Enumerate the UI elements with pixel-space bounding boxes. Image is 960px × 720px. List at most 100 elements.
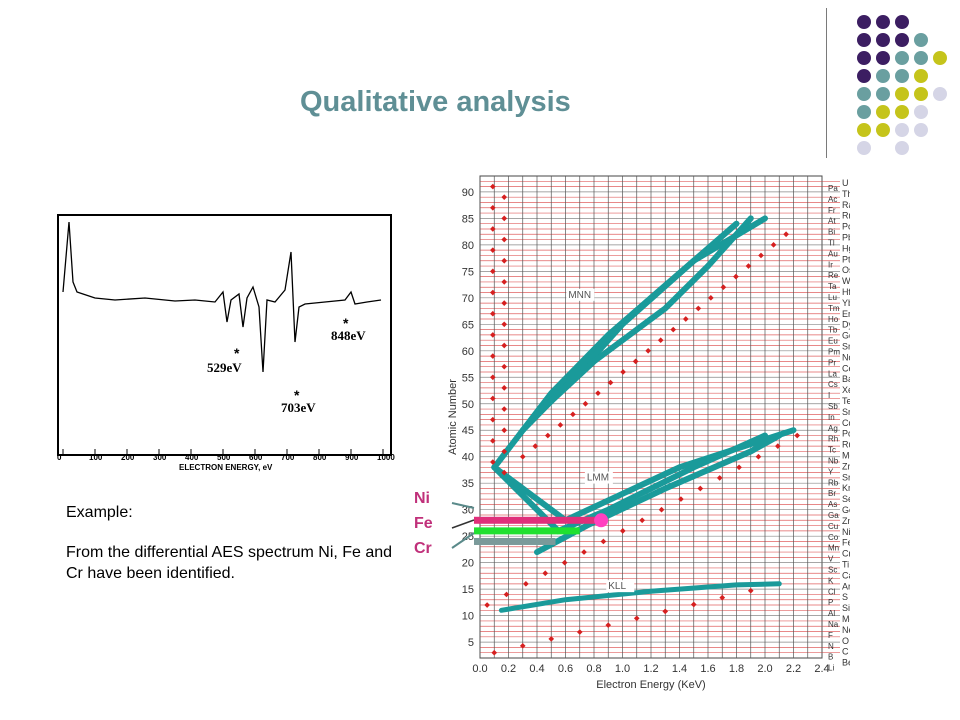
element-label-right: Ar	[842, 581, 850, 591]
element-label-right: Mg	[842, 614, 850, 624]
element-label-left: Y	[828, 467, 834, 476]
spectrum-tick-label: 800	[313, 453, 327, 462]
lmm-marker	[794, 432, 801, 439]
element-label-left: Ho	[828, 315, 839, 324]
y-tick-label: 65	[462, 319, 474, 331]
slide-title: Qualitative analysis	[300, 86, 571, 118]
spectrum-x-label: ELECTRON ENERGY, eV	[179, 463, 273, 472]
mnn-marker	[758, 252, 764, 259]
x-tick-label: 0.0	[472, 663, 487, 675]
element-label-right: Pb	[842, 233, 850, 243]
decor-dot	[895, 141, 909, 155]
lmm-marker	[581, 549, 587, 555]
element-label-left: B	[828, 653, 833, 662]
decor-dot	[876, 69, 890, 83]
peak-marker: *	[294, 387, 300, 403]
element-label-left: Sb	[828, 402, 838, 411]
element-label-right: Fe	[842, 538, 850, 548]
peak-label-703: 703eV	[281, 400, 316, 415]
lmm-marker	[503, 591, 510, 598]
element-label-left: Ga	[828, 511, 839, 520]
element-label-right: Gd	[842, 331, 850, 341]
x-tick-label: 1.0	[615, 663, 630, 675]
peak-marker: *	[343, 315, 349, 331]
element-label-right: Ne	[842, 625, 850, 635]
series-label-bg	[566, 288, 595, 301]
decor-dot	[895, 51, 909, 65]
element-label-right: Th	[842, 189, 850, 199]
decor-dot	[914, 105, 928, 119]
lmm-marker	[755, 453, 762, 460]
spectrum-tick-label: 700	[281, 453, 295, 462]
pointer-line	[451, 519, 475, 529]
kll-marker	[690, 601, 697, 608]
element-label-right: Zn	[842, 516, 850, 526]
decor-dot	[895, 15, 909, 29]
mnn-marker	[708, 294, 714, 301]
mnn-marker	[695, 305, 702, 312]
lmm-band	[534, 432, 783, 556]
element-label-left: Al	[828, 609, 835, 618]
element-label-right: Ti	[842, 560, 849, 570]
element-label-left: V	[828, 555, 834, 564]
decor-dot	[895, 33, 909, 47]
element-label-left: Fr	[828, 206, 836, 215]
mnn-marker	[770, 242, 777, 248]
element-label-right: Ge	[842, 505, 850, 515]
y-tick-label: 35	[462, 478, 474, 490]
mnn-marker	[645, 347, 651, 354]
low-energy-marker	[501, 406, 508, 412]
element-label-left: At	[828, 217, 836, 226]
element-label-left: Re	[828, 271, 839, 280]
mnn-band	[534, 215, 754, 418]
aes-spectrum-figure: 0 100 200 300 400 500 600 700 800 900 1000 529eV 7…	[57, 214, 395, 472]
kll-marker	[633, 615, 640, 622]
element-label-left: Cl	[828, 587, 836, 596]
element-label-left: Tl	[828, 239, 835, 248]
highlight-dot-ni	[594, 513, 609, 528]
lmm-marker	[697, 485, 704, 492]
spectrum-tick-label: 400	[185, 453, 199, 462]
element-label-right: Sr	[842, 472, 850, 482]
element-label-ni: Ni	[414, 490, 430, 507]
element-label-left: In	[828, 413, 835, 422]
element-label-right: Er	[842, 309, 850, 319]
spectrum-tick-label: 300	[153, 453, 167, 462]
element-label-left: Ac	[828, 195, 837, 204]
decor-dot	[914, 69, 928, 83]
element-label-left: La	[828, 369, 837, 378]
lmm-marker	[736, 464, 742, 471]
spectrum-tick-label: 900	[345, 453, 359, 462]
decor-dot	[895, 123, 909, 137]
low-energy-marker	[501, 321, 508, 328]
x-tick-label: 0.4	[529, 663, 544, 675]
kll-marker	[519, 642, 526, 649]
element-label-right: Xe	[842, 385, 850, 395]
element-label-right: Po	[842, 222, 850, 232]
x-tick-label: 0.8	[586, 663, 601, 675]
decor-dot	[895, 69, 909, 83]
highlight-bar-fe	[474, 527, 580, 535]
y-tick-label: 85	[462, 213, 474, 225]
element-label-left: Tm	[828, 304, 840, 313]
mnn-marker	[720, 284, 727, 291]
element-label-right: Be	[842, 658, 850, 668]
element-label-right: Zr	[842, 461, 850, 471]
element-label-right: U	[842, 178, 849, 188]
y-tick-label: 70	[462, 293, 474, 305]
series-label-bg	[606, 580, 635, 593]
x-axis-label: Electron Energy (KeV)	[596, 679, 705, 691]
element-label-left: Nb	[828, 457, 839, 466]
element-label-left: Tb	[828, 326, 838, 335]
kll-marker	[662, 608, 669, 615]
lmm-marker	[774, 443, 781, 449]
peak-marker: *	[234, 345, 240, 361]
spectrum-tick-label: 500	[217, 453, 231, 462]
decor-dot	[914, 51, 928, 65]
decor-dot	[857, 15, 871, 29]
low-energy-marker	[489, 310, 496, 317]
y-tick-label: 80	[462, 240, 474, 252]
element-label-left: As	[828, 500, 837, 509]
element-label-right: Hf	[842, 287, 850, 297]
kll-marker	[576, 629, 583, 635]
